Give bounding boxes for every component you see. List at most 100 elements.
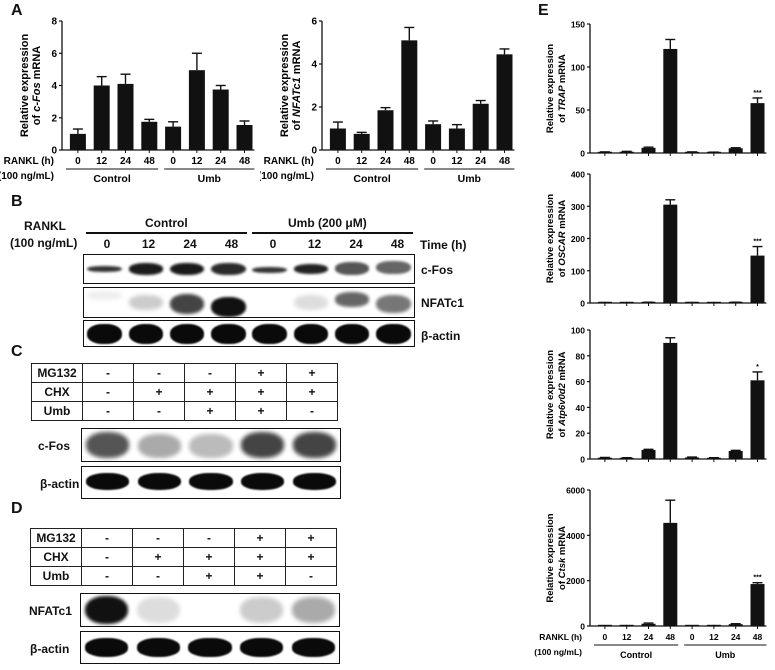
svg-text:40: 40 <box>576 403 586 413</box>
treatment-value: - <box>81 528 133 548</box>
treatment-row: Umb - - + + - <box>31 401 338 421</box>
treatment-label: CHX <box>30 547 82 567</box>
blot-b-control-label: Control <box>145 216 188 230</box>
chart-plot: 0 20 40 60 80 100 * Relative expression of Atp6v… <box>545 326 767 465</box>
band <box>85 595 129 625</box>
svg-text:12: 12 <box>356 156 368 167</box>
bar <box>750 255 765 303</box>
svg-text:(100 ng/mL): (100 ng/mL) <box>0 171 54 182</box>
bar <box>750 103 765 153</box>
svg-text:(100 ng/mL): (100 ng/mL) <box>260 171 314 182</box>
blot-b-cfos-lane <box>83 254 415 284</box>
blot-b-time-label: Time (h) <box>420 238 467 252</box>
blot-d-actin-label: β-actin <box>30 642 70 656</box>
chart-plot: 0 100 200 300 400 *** Relative expression of OS… <box>545 170 767 309</box>
bar <box>236 125 253 150</box>
band <box>334 323 370 344</box>
svg-text:2: 2 <box>311 103 317 114</box>
svg-text:8: 8 <box>51 17 57 28</box>
blot-b-time-tick: 48 <box>224 237 239 251</box>
svg-text:0: 0 <box>75 156 81 167</box>
bar <box>641 623 656 626</box>
band <box>136 638 181 657</box>
band <box>137 473 182 491</box>
treatment-value: + <box>183 566 235 586</box>
bar <box>750 584 765 626</box>
blot-b-nfatc1-label: NFATc1 <box>421 296 464 310</box>
bar <box>641 147 656 153</box>
svg-text:20: 20 <box>576 429 586 439</box>
bar <box>212 89 229 150</box>
treatment-value: + <box>286 382 338 402</box>
blot-d-nfatc1-lane <box>80 593 340 627</box>
bar <box>728 451 743 459</box>
treatment-value: - <box>82 382 134 402</box>
band <box>291 597 335 623</box>
band <box>240 473 285 491</box>
blot-b-umb-line <box>252 232 413 234</box>
blot-b-nfatc1-lane <box>83 287 415 318</box>
treatment-value: + <box>234 547 286 567</box>
treatment-value: - <box>81 566 133 586</box>
svg-text:50: 50 <box>576 106 586 116</box>
svg-text:24: 24 <box>731 632 741 642</box>
svg-text:Relative expression: Relative expression <box>279 34 291 138</box>
treatment-label: Umb <box>31 401 83 421</box>
band <box>188 638 232 657</box>
svg-text:12: 12 <box>622 632 632 642</box>
bar <box>353 133 370 150</box>
svg-text:of TRAP mRNA: of TRAP mRNA <box>557 54 568 123</box>
svg-text:2000: 2000 <box>566 576 585 586</box>
svg-text:RANKL (h): RANKL (h) <box>4 156 54 167</box>
bar <box>188 70 205 150</box>
svg-text:24: 24 <box>644 632 654 642</box>
svg-text:Control: Control <box>620 650 652 660</box>
blot-b-time-tick: 48 <box>390 237 405 251</box>
band <box>334 292 370 307</box>
blot-d-nfatc1-label: NFATc1 <box>29 604 72 618</box>
bar <box>117 83 134 150</box>
svg-text:12: 12 <box>96 156 108 167</box>
band <box>240 432 285 458</box>
treatment-label: CHX <box>31 382 83 402</box>
svg-text:6: 6 <box>311 17 317 28</box>
chart-plot: 0 50 100 150 *** Relative expression of TRAP m… <box>545 20 767 159</box>
svg-text:of Ctsk mRNA: of Ctsk mRNA <box>557 526 568 590</box>
blot-b-cfos-label: c-Fos <box>421 263 454 277</box>
bar <box>663 48 678 153</box>
svg-text:4: 4 <box>311 60 317 71</box>
band <box>292 432 336 458</box>
svg-text:2: 2 <box>51 113 57 124</box>
svg-text:Control: Control <box>93 173 130 185</box>
treatment-value: + <box>132 547 184 567</box>
svg-text:Relative expression: Relative expression <box>545 44 556 133</box>
treatment-value: - <box>132 528 184 548</box>
svg-text:0: 0 <box>690 632 695 642</box>
blot-d-treatment-table: MG132- - - + + CHX - + + + + Umb - - + + - <box>30 528 337 586</box>
treatment-value: - <box>82 363 134 383</box>
svg-text:0: 0 <box>430 156 436 167</box>
bar <box>685 624 700 626</box>
svg-text:(100 ng/mL): (100 ng/mL) <box>534 647 582 657</box>
svg-text:150: 150 <box>571 20 585 30</box>
chart-trap-mrna: 0 50 100 150 *** Relative expression of TRAP m… <box>545 20 767 159</box>
svg-text:60: 60 <box>576 377 586 387</box>
svg-text:200: 200 <box>571 234 585 244</box>
bar <box>728 624 743 626</box>
blot-b-umb-label: Umb (200 μM) <box>288 216 367 230</box>
blot-b-control-line <box>86 232 247 234</box>
treatment-label: Umb <box>30 566 82 586</box>
bar <box>663 204 678 303</box>
treatment-value: + <box>235 401 287 421</box>
treatment-value: + <box>133 382 185 402</box>
bar <box>728 148 743 153</box>
blot-b-time-tick: 12 <box>307 237 322 251</box>
treatment-value: - <box>133 401 185 421</box>
treatment-label: MG132 <box>30 528 82 548</box>
treatment-value: - <box>81 547 133 567</box>
band <box>334 262 370 275</box>
bar <box>663 342 678 459</box>
svg-text:4000: 4000 <box>566 531 585 541</box>
